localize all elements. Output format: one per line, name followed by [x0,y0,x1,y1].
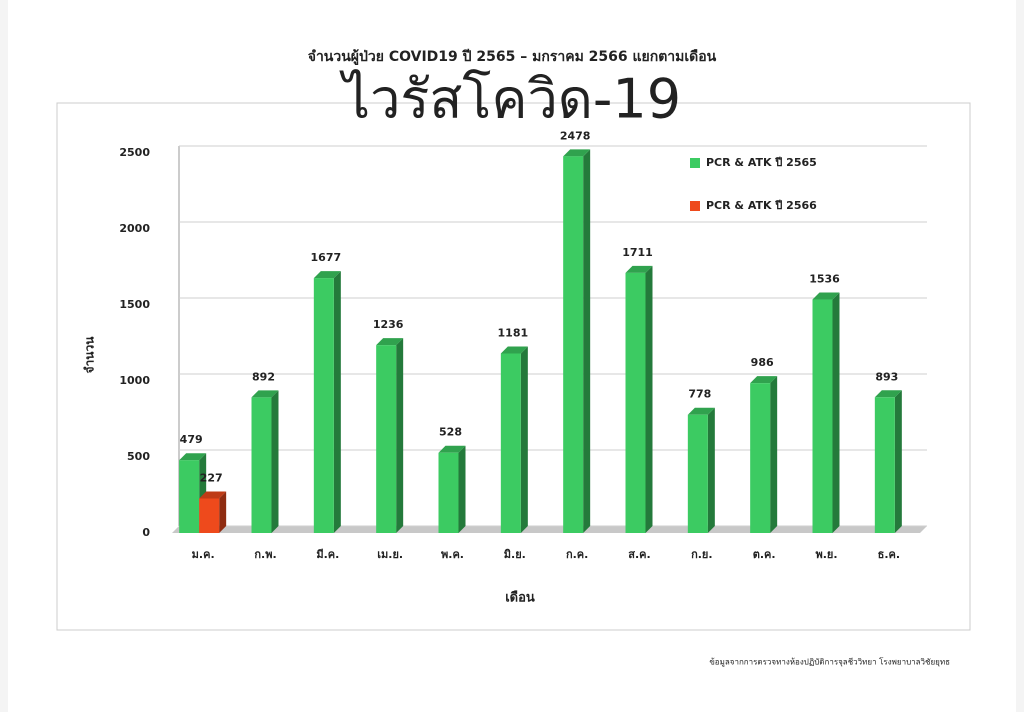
bar [199,498,220,533]
x-tick-label: ธ.ค. [878,548,900,561]
value-label: 986 [751,356,774,369]
x-tick-label: มิ.ย. [504,548,526,561]
floor [172,526,927,533]
bar-top [251,390,279,398]
legend-label: PCR & ATK ปี 2565 [706,156,817,169]
x-tick-label: ส.ค. [628,548,650,561]
value-label: 479 [180,433,203,446]
bar [750,383,771,533]
bar [874,397,895,533]
bar-top [376,338,404,346]
bar-side [707,407,715,533]
bar-top [750,376,778,384]
bar-side [333,271,341,533]
x-tick-label: ม.ค. [192,548,215,561]
value-label: 778 [688,388,711,401]
y-tick-label: 500 [127,450,150,463]
value-label: 892 [252,370,275,383]
y-tick-label: 1500 [119,298,150,311]
bar-side [894,390,902,533]
bar-top [199,491,227,499]
value-label: 893 [875,370,898,383]
value-label: 1536 [809,273,840,286]
y-tick-label: 2500 [119,146,150,159]
y-axis-label: จำนวน [83,336,97,374]
x-tick-label: ก.ย. [691,548,712,561]
bar [376,345,397,533]
legend-swatch [690,158,700,168]
bar [438,452,459,533]
value-label: 227 [200,471,223,484]
value-label: 1677 [311,251,342,264]
overlay-title: ไวรัสโควิด-19 [339,68,681,131]
y-tick-label: 0 [142,526,150,539]
x-tick-label: เม.ย. [377,548,403,561]
x-tick-label: มี.ค. [316,548,339,561]
bar-side [219,491,227,533]
bar-side [645,265,653,533]
x-tick-label: ก.พ. [254,548,276,561]
bar [313,278,334,533]
legend-label: PCR & ATK ปี 2566 [706,199,817,212]
bar [687,414,708,533]
bar-side [583,149,591,533]
bar-top [687,407,715,415]
source-note: ข้อมูลจากการตรวจทางห้องปฏิบัติการจุลชีวว… [709,657,950,668]
bar [625,272,646,533]
x-tick-label: ก.ค. [566,548,588,561]
bar-top [812,292,840,300]
y-tick-label: 2000 [119,222,150,235]
bar-top [179,453,207,461]
bar-top [438,445,466,453]
bar-side [396,338,404,533]
x-axis-label: เดือน [505,590,535,606]
bar-side [458,445,466,533]
legend-swatch [690,201,700,211]
bar-top [625,265,653,273]
value-label: 2478 [560,129,591,142]
bar-side [520,346,528,533]
x-tick-label: พ.ค. [441,548,464,561]
value-label: 1181 [498,326,529,339]
chart-title: จำนวนผู้ป่วย COVID19 ปี 2565 – มกราคม 25… [308,49,717,65]
bar-top [563,149,591,157]
bar-top [874,390,902,398]
y-tick-label: 1000 [119,374,150,387]
bar [500,353,521,533]
bar-side [770,376,778,533]
bar [812,299,833,533]
bar-top [313,271,341,279]
x-tick-label: พ.ย. [815,548,837,561]
value-label: 1711 [622,246,653,259]
bar-side [271,390,279,533]
bar [179,460,200,533]
x-tick-label: ต.ค. [753,548,776,561]
value-label: 1236 [373,318,404,331]
bar [251,397,272,533]
value-label: 528 [439,426,462,439]
bar-top [500,346,528,354]
bar [563,156,584,533]
bar-side [832,292,840,533]
